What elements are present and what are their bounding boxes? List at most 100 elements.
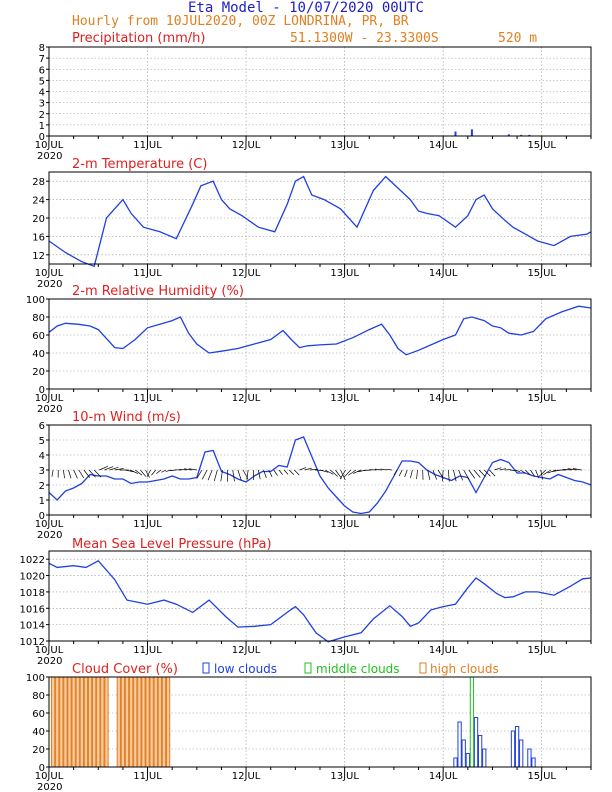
clouds-ytick-label: 60 <box>32 709 45 720</box>
wind-vector <box>109 467 119 471</box>
wind-ytick-label: 2 <box>39 481 45 492</box>
precip-ytick-label: 0 <box>39 132 45 143</box>
clouds-xtick-label: 11JUL <box>133 771 162 782</box>
high-cloud-bar <box>55 676 60 768</box>
wind-vector <box>514 469 521 473</box>
wind-vector <box>525 469 531 476</box>
wind-vector <box>352 469 362 474</box>
wind-vector <box>201 469 208 480</box>
wind-vector <box>207 469 213 481</box>
high-cloud-bar <box>79 676 84 768</box>
high-cloud-bar <box>157 676 163 768</box>
pressure-xtick-label: 10JUL <box>35 645 64 656</box>
wind-vector <box>509 469 516 471</box>
low-cloud-bar <box>465 753 470 768</box>
chart-title: Eta Model - 10/07/2020 00UTC <box>188 0 424 16</box>
wind-vector <box>499 468 507 471</box>
humidity-year-label: 2020 <box>37 404 62 415</box>
high-cloud-bar <box>96 676 101 768</box>
precip-xtick-label: 12JUL <box>232 140 261 151</box>
temperature-panel: 12 16 20 24 28 10JUL 11JUL 12JUL 13JUL 14JUL 15JUL… <box>32 157 592 290</box>
high-cloud-bar <box>165 676 171 768</box>
high-cloud-bar <box>161 676 167 768</box>
wind-vector <box>309 468 318 471</box>
low-cloud-bar <box>510 730 516 768</box>
pressure-xtick-label: 13JUL <box>330 645 359 656</box>
wind-vector <box>246 469 249 481</box>
humidity-ytick-label: 100 <box>26 295 45 306</box>
wind-vector <box>83 469 91 478</box>
temperature-ytick-label: 28 <box>32 177 45 188</box>
high-cloud-bar <box>116 676 121 768</box>
wind-ytick-label: 4 <box>39 451 45 462</box>
wind-vector <box>135 469 143 476</box>
wind-vector <box>447 469 450 482</box>
humidity-ytick-label: 40 <box>32 349 45 360</box>
humidity-ytick-label: 60 <box>32 331 45 342</box>
temperature-ytick-label: 24 <box>32 196 45 207</box>
humidity-xtick-label: 11JUL <box>133 393 162 404</box>
wind-vector <box>343 469 352 478</box>
temperature-year-label: 2020 <box>37 279 62 290</box>
wind-vector <box>288 469 294 475</box>
wind-vector <box>156 469 162 474</box>
humidity-xtick-label: 14JUL <box>429 393 458 404</box>
high-cloud-bar <box>63 676 68 768</box>
clouds-title: Cloud Cover (%) <box>72 662 178 677</box>
low-cloud-bar <box>453 757 458 768</box>
wind-vector <box>478 469 486 477</box>
humidity-panel: 0 20 40 60 80 100 10JUL 11JUL 12JUL 13JUL 14JUL 15J… <box>26 284 592 415</box>
wind-vector <box>432 469 438 480</box>
legend-low-swatch <box>202 662 210 674</box>
wind-vector <box>494 467 502 471</box>
wind-vector <box>196 469 203 479</box>
wind-xtick-label: 10JUL <box>35 519 64 530</box>
wind-vector <box>263 469 267 479</box>
wind-vector <box>380 468 387 471</box>
high-cloud-bar <box>133 676 138 768</box>
wind-vector <box>335 469 342 479</box>
precip-bar <box>520 134 523 136</box>
pressure-title: Mean Sea Level Pressure (hPa) <box>72 537 272 552</box>
wind-vector <box>530 469 536 477</box>
low-cloud-bar <box>461 739 466 768</box>
high-cloud-bar <box>83 676 89 768</box>
clouds-ytick-label: 0 <box>39 763 45 774</box>
pressure-xtick-label: 11JUL <box>133 645 162 656</box>
wind-vector <box>124 469 134 473</box>
wind-vector <box>129 469 139 474</box>
wind-vector <box>184 468 192 471</box>
wind-vector <box>441 469 444 482</box>
clouds-xtick-label: 15JUL <box>527 771 556 782</box>
wind-vector <box>104 466 114 471</box>
wind-ytick-label: 1 <box>39 496 45 507</box>
temperature-xtick-label: 12JUL <box>232 268 261 279</box>
wind-vector <box>188 468 197 471</box>
wind-ytick-label: 3 <box>39 466 45 477</box>
wind-vector <box>543 469 552 475</box>
high-cloud-bar <box>149 676 154 768</box>
wind-vector <box>114 468 124 471</box>
clouds-xtick-label: 12JUL <box>232 771 261 782</box>
precip-ytick-label: 1 <box>39 121 45 132</box>
temperature-xtick-label: 13JUL <box>330 268 359 279</box>
legend-low-clouds: low clouds <box>214 662 277 676</box>
clouds-panel: low clouds middle clouds high clouds 0 20 40 6… <box>26 662 592 792</box>
wind-xtick-label: 13JUL <box>330 519 359 530</box>
high-cloud-bar <box>67 676 72 768</box>
precip-ytick-label: 8 <box>39 43 45 54</box>
wind-vector <box>540 469 544 480</box>
mid-cloud-bar <box>469 676 475 768</box>
wind-vector <box>398 469 403 477</box>
wind-vector <box>393 469 398 476</box>
wind-xtick-label: 15JUL <box>527 519 556 530</box>
legend-mid-swatch <box>304 662 312 674</box>
wind-vector <box>463 469 470 480</box>
wind-vector <box>339 469 346 480</box>
wind-vector <box>567 468 577 471</box>
temperature-series-line <box>48 175 592 268</box>
wind-vector <box>151 469 157 476</box>
wind-panel: 0 1 2 3 4 5 6 10JUL 11JUL 12JUL 13JUL 14JUL 15JUL 202… <box>35 410 592 541</box>
